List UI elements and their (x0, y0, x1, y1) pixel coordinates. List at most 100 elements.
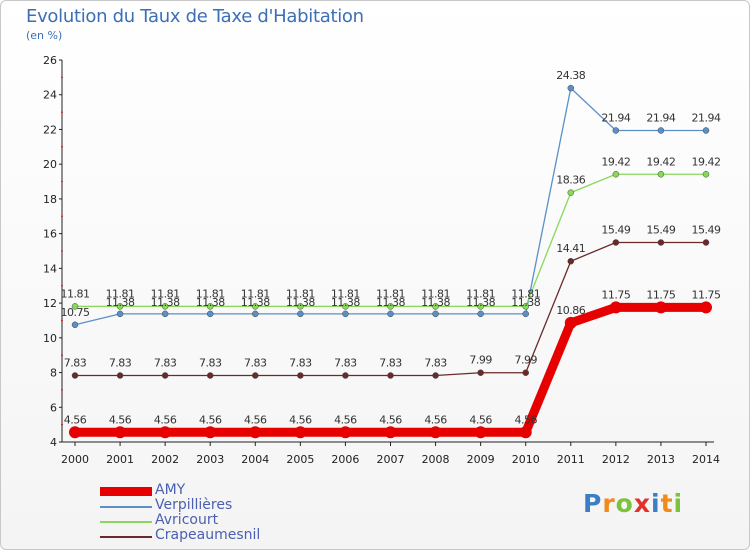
x-tick-label: 2008 (422, 453, 450, 466)
data-point (161, 310, 169, 318)
data-point (519, 426, 532, 439)
data-label: 11.81 (421, 287, 450, 300)
data-label: 24.38 (556, 69, 585, 82)
x-tick-label: 2001 (106, 453, 134, 466)
data-point (116, 310, 124, 318)
y-minor-tick (61, 145, 63, 148)
data-point (477, 303, 484, 310)
data-point (342, 310, 349, 318)
y-tick-label: 6 (50, 401, 57, 414)
data-label: 19.42 (601, 155, 630, 168)
data-label: 7.83 (199, 356, 222, 369)
data-point (252, 310, 259, 318)
y-minor-tick (61, 250, 63, 252)
data-label: 21.94 (601, 111, 630, 124)
proxiti-logo: Proxiti (583, 489, 683, 518)
data-point (252, 303, 259, 310)
data-point (567, 189, 575, 196)
data-point (609, 301, 622, 314)
data-label: 11.38 (421, 296, 450, 309)
data-label: 4.56 (514, 413, 537, 426)
y-tick-label: 4 (50, 436, 57, 449)
data-label: 11.75 (692, 288, 721, 301)
x-tick-label: 2006 (331, 453, 359, 466)
data-point (612, 239, 620, 246)
y-tick-label: 8 (50, 367, 57, 380)
data-label: 4.56 (469, 413, 492, 426)
logo-letter: i (651, 489, 661, 518)
data-point (564, 316, 577, 329)
data-point (477, 369, 484, 376)
legend-item: Verpillières (100, 497, 400, 514)
data-point (702, 127, 710, 134)
data-point (654, 301, 667, 314)
data-label: 21.94 (646, 111, 675, 124)
data-label: 11.38 (331, 296, 360, 309)
legend-swatch (100, 506, 152, 508)
data-point (342, 372, 349, 379)
data-point (206, 303, 214, 310)
data-point (384, 426, 397, 439)
data-point (429, 426, 442, 439)
data-label: 11.81 (466, 287, 495, 300)
legend-label: Avricourt (155, 512, 219, 528)
data-point (116, 303, 124, 310)
x-tick-label: 2002 (151, 453, 179, 466)
x-tick-label: 2003 (196, 453, 224, 466)
x-tick-label: 2004 (241, 453, 269, 466)
data-point (252, 372, 259, 379)
data-point (612, 171, 620, 178)
x-tick-label: 2009 (467, 453, 495, 466)
data-point (297, 303, 304, 310)
data-point (159, 426, 172, 439)
data-label: 7.83 (379, 356, 402, 369)
data-label: 11.38 (466, 296, 495, 309)
chart-subtitle: (en %) (26, 29, 63, 42)
legend: AMY Verpillières Avricourt Crapeaumesnil (100, 482, 400, 544)
y-tick-label: 12 (43, 297, 57, 310)
data-point (249, 426, 262, 439)
data-point (387, 310, 394, 318)
data-label: 4.56 (199, 413, 222, 426)
data-point (612, 127, 620, 134)
data-point (71, 321, 79, 329)
data-point (71, 303, 79, 310)
data-label: 11.81 (241, 287, 270, 300)
x-tick-label: 2005 (286, 453, 314, 466)
x-tick-label: 2012 (602, 453, 630, 466)
data-label: 7.83 (289, 356, 312, 369)
data-point (297, 372, 304, 379)
data-label: 15.49 (601, 223, 630, 236)
data-label: 11.38 (286, 296, 315, 309)
legend-item: Crapeaumesnil (100, 527, 400, 544)
data-label: 7.83 (64, 356, 87, 369)
data-label: 7.83 (154, 356, 177, 369)
data-point (567, 84, 575, 92)
data-point (161, 303, 169, 310)
legend-swatch (100, 487, 152, 496)
data-point (294, 426, 307, 439)
data-label: 7.83 (334, 356, 357, 369)
y-minor-tick (61, 284, 63, 287)
data-point (522, 303, 529, 310)
data-point (204, 426, 217, 439)
data-label: 11.81 (151, 287, 180, 300)
logo-letter: x (633, 489, 651, 518)
data-label: 11.38 (511, 296, 540, 309)
data-label: 4.56 (244, 413, 267, 426)
x-tick-label: 2013 (647, 453, 675, 466)
data-point (161, 372, 169, 379)
logo-letter: i (673, 489, 684, 518)
legend-label: Verpillières (155, 497, 233, 513)
data-point (657, 239, 665, 246)
data-point (700, 301, 712, 314)
y-minor-tick (61, 319, 63, 322)
y-minor-tick (61, 111, 63, 113)
data-point (432, 372, 439, 379)
data-label: 11.38 (106, 296, 135, 309)
data-label: 19.42 (692, 155, 721, 168)
data-point (71, 372, 79, 379)
y-minor-tick (61, 215, 63, 218)
